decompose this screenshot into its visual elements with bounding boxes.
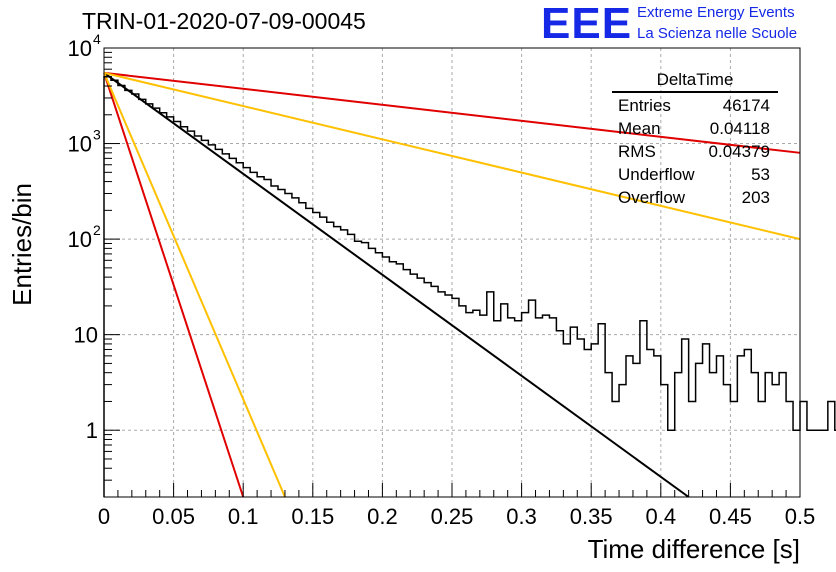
x-tick-label: 0.15 [291, 504, 334, 529]
x-tick-label: 0.05 [152, 504, 195, 529]
stats-row: Underflow 53 [612, 163, 778, 186]
x-tick-label: 0.4 [646, 504, 677, 529]
x-tick-label: 0.2 [367, 504, 398, 529]
y-tick-exponent: 4 [93, 31, 101, 47]
stats-value: 203 [741, 188, 770, 207]
y-tick-exponent: 2 [93, 222, 101, 238]
stats-value: 0.04379 [708, 142, 770, 161]
x-tick-label: 0.45 [709, 504, 752, 529]
y-tick-label: 10 [68, 132, 92, 157]
stats-row: Mean 0.04118 [612, 117, 778, 140]
histogram [103, 76, 836, 497]
fit-curves [103, 71, 801, 498]
y-tick-label: 10 [68, 227, 92, 252]
x-tick-label: 0.35 [570, 504, 613, 529]
x-axis-label: Time difference [s] [588, 534, 800, 564]
stats-row: RMS 0.04379 [612, 140, 778, 163]
x-tick-label: 0.1 [228, 504, 259, 529]
x-tick-label: 0.5 [785, 504, 816, 529]
fit-curve [103, 71, 690, 498]
eee-logo-line-1: Extreme Energy Events [637, 4, 795, 21]
y-tick-label: 10 [74, 323, 98, 348]
stats-label: Overflow [618, 188, 686, 207]
histogram-step [103, 76, 836, 497]
stats-box: DeltaTime Entries 46174 Mean 0.04118 RMS 0.04… [612, 70, 778, 209]
eee-logo-line-2: La Scienza nelle Scuole [637, 25, 798, 42]
stats-value: 46174 [722, 96, 770, 115]
stats-label: Mean [618, 119, 661, 138]
y-tick-label: 10 [68, 36, 92, 61]
fit-curve [103, 72, 245, 498]
x-tick-label: 0.3 [506, 504, 537, 529]
y-tick-exponent: 3 [93, 127, 101, 143]
y-axis-label: Entries/bin [7, 183, 37, 306]
chart-title: TRIN-01-2020-07-09-00045 [82, 8, 366, 34]
stats-row: Entries 46174 [612, 94, 778, 117]
stats-rows: Entries 46174 Mean 0.04118 RMS 0.04379 Underfl… [612, 94, 778, 209]
x-tick-label: 0.25 [431, 504, 474, 529]
y-tick-label: 1 [86, 418, 98, 443]
stats-title: DeltaTime [612, 70, 778, 93]
fit-curve [103, 71, 801, 154]
fit-curve [103, 71, 801, 241]
stats-label: Underflow [618, 165, 695, 184]
fit-curve [103, 72, 286, 498]
x-tick-label: 0 [98, 504, 110, 529]
stats-label: RMS [618, 142, 656, 161]
axes: 0 0.05 0.1 0.15 0.2 0.25 0.3 0.35 0.4 0.45 0.5 1 10 1… [68, 31, 816, 529]
stats-value: 0.04118 [709, 119, 770, 138]
stats-value: 53 [751, 165, 770, 184]
stats-label: Entries [618, 96, 671, 115]
stats-row: Overflow 203 [612, 186, 778, 209]
eee-logo: EEE [541, 0, 633, 48]
